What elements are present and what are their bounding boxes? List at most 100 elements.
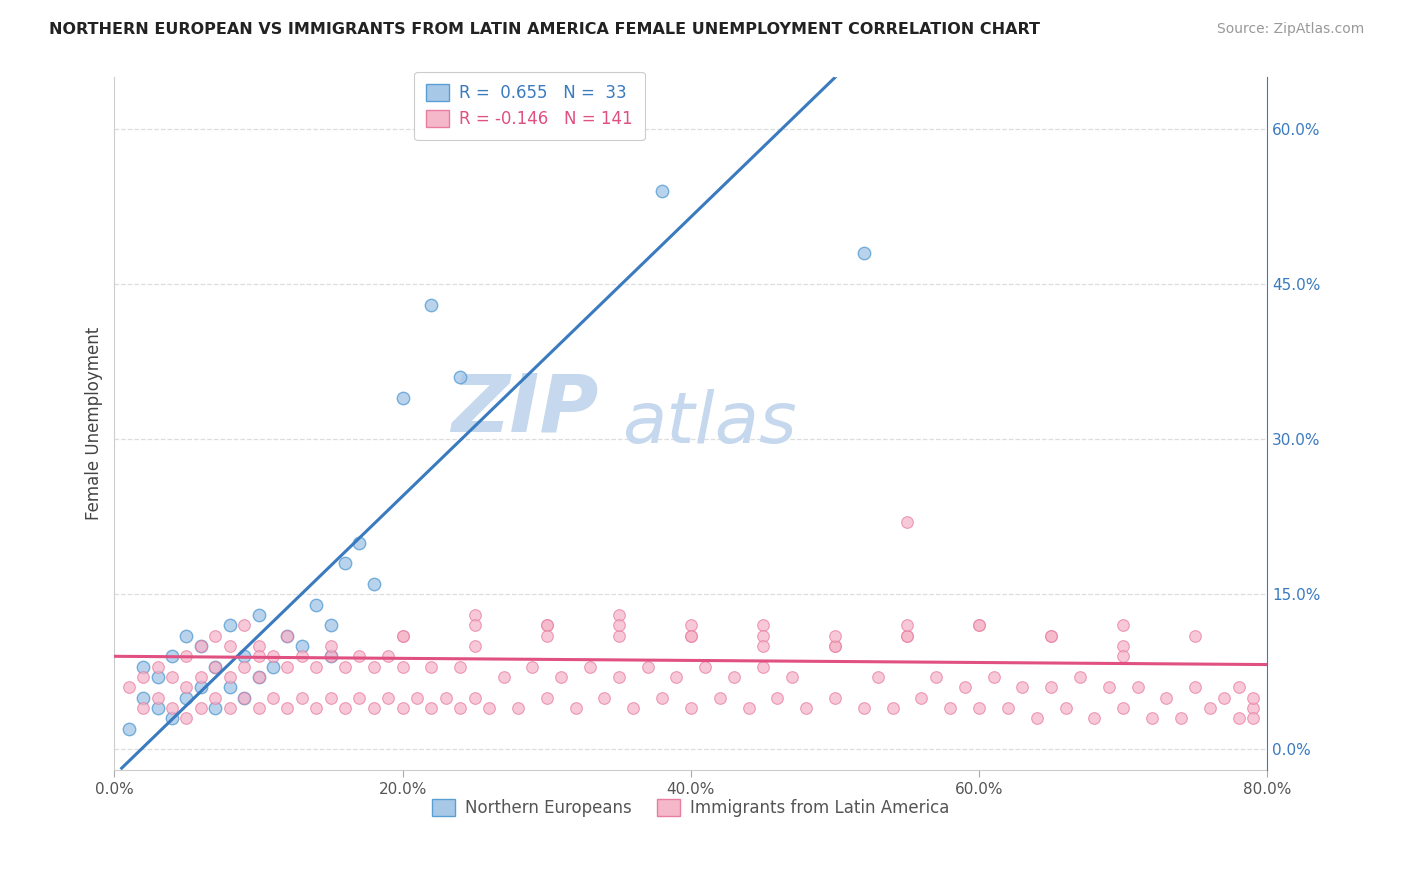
Point: [651, 184, 673, 198]
Point: [190, 701, 212, 715]
Point: [607, 618, 630, 632]
Point: [247, 701, 270, 715]
Point: [1241, 711, 1264, 725]
Point: [363, 577, 385, 591]
Point: [132, 690, 155, 705]
Point: [218, 681, 240, 695]
Point: [176, 681, 198, 695]
Point: [607, 607, 630, 622]
Point: [925, 670, 948, 684]
Point: [1126, 681, 1149, 695]
Point: [190, 670, 212, 684]
Point: [1083, 711, 1105, 725]
Point: [621, 701, 644, 715]
Point: [305, 701, 328, 715]
Point: [247, 639, 270, 653]
Point: [464, 618, 486, 632]
Point: [564, 701, 586, 715]
Point: [160, 670, 183, 684]
Point: [550, 670, 572, 684]
Point: [391, 629, 413, 643]
Point: [146, 690, 169, 705]
Point: [333, 701, 356, 715]
Point: [176, 690, 198, 705]
Point: [651, 690, 673, 705]
Point: [1040, 629, 1063, 643]
Point: [1184, 629, 1206, 643]
Point: [852, 701, 875, 715]
Point: [752, 639, 775, 653]
Point: [391, 391, 413, 405]
Point: [780, 670, 803, 684]
Point: [420, 659, 443, 673]
Point: [1112, 649, 1135, 664]
Point: [766, 690, 789, 705]
Point: [449, 370, 471, 384]
Point: [319, 649, 342, 664]
Point: [276, 701, 298, 715]
Point: [695, 659, 717, 673]
Point: [679, 701, 702, 715]
Point: [233, 618, 256, 632]
Point: [967, 701, 990, 715]
Point: [752, 629, 775, 643]
Point: [896, 618, 918, 632]
Point: [896, 515, 918, 529]
Point: [291, 639, 314, 653]
Text: atlas: atlas: [621, 389, 796, 458]
Point: [377, 690, 399, 705]
Point: [607, 629, 630, 643]
Point: [391, 629, 413, 643]
Point: [1227, 681, 1250, 695]
Point: [752, 618, 775, 632]
Point: [204, 659, 226, 673]
Point: [377, 649, 399, 664]
Point: [118, 722, 141, 736]
Point: [319, 639, 342, 653]
Point: [679, 629, 702, 643]
Point: [1054, 701, 1077, 715]
Point: [492, 670, 515, 684]
Point: [593, 690, 616, 705]
Point: [146, 701, 169, 715]
Point: [1213, 690, 1236, 705]
Point: [1156, 690, 1178, 705]
Point: [176, 629, 198, 643]
Point: [1140, 711, 1163, 725]
Point: [1069, 670, 1091, 684]
Point: [276, 629, 298, 643]
Point: [118, 681, 141, 695]
Point: [434, 690, 457, 705]
Point: [637, 659, 659, 673]
Point: [824, 639, 846, 653]
Point: [233, 659, 256, 673]
Point: [983, 670, 1005, 684]
Point: [247, 607, 270, 622]
Point: [247, 649, 270, 664]
Point: [218, 618, 240, 632]
Point: [319, 649, 342, 664]
Point: [794, 701, 817, 715]
Point: [262, 649, 284, 664]
Point: [305, 659, 328, 673]
Point: [536, 618, 558, 632]
Point: [679, 618, 702, 632]
Point: [160, 701, 183, 715]
Point: [464, 690, 486, 705]
Point: [522, 659, 544, 673]
Point: [233, 690, 256, 705]
Point: [536, 629, 558, 643]
Point: [824, 690, 846, 705]
Point: [953, 681, 976, 695]
Point: [190, 639, 212, 653]
Point: [262, 659, 284, 673]
Point: [363, 701, 385, 715]
Point: [291, 649, 314, 664]
Text: Source: ZipAtlas.com: Source: ZipAtlas.com: [1216, 22, 1364, 37]
Point: [132, 701, 155, 715]
Point: [607, 670, 630, 684]
Text: NORTHERN EUROPEAN VS IMMIGRANTS FROM LATIN AMERICA FEMALE UNEMPLOYMENT CORRELATI: NORTHERN EUROPEAN VS IMMIGRANTS FROM LAT…: [49, 22, 1040, 37]
Point: [319, 690, 342, 705]
Point: [1025, 711, 1047, 725]
Point: [406, 690, 429, 705]
